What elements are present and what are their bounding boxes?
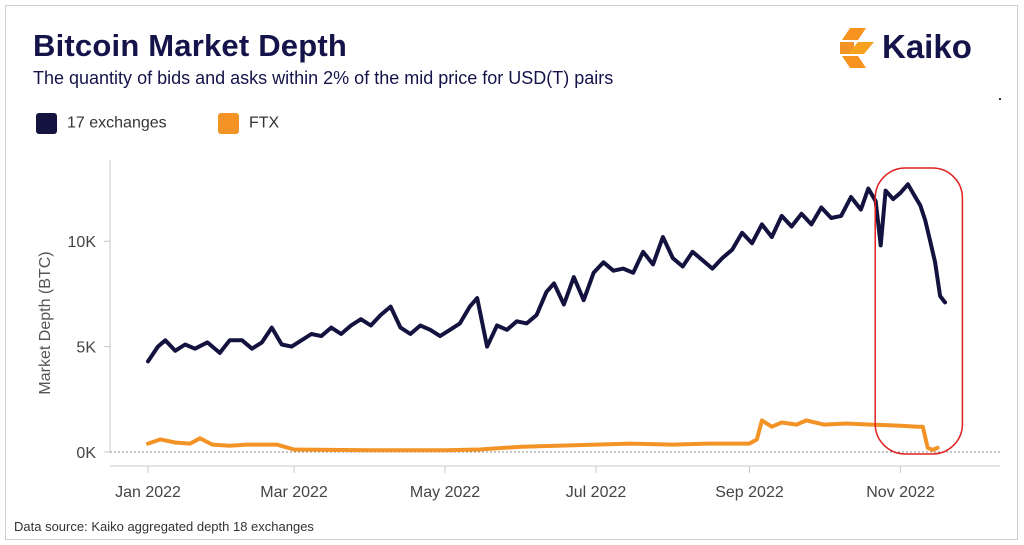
x-tick-label: Sep 2022 — [715, 484, 784, 501]
x-tick-label: Jan 2022 — [115, 484, 181, 501]
data-source-note: Data source: Kaiko aggregated depth 18 e… — [14, 519, 314, 534]
chart-title: Bitcoin Market Depth — [33, 28, 348, 63]
y-tick-label: 10K — [68, 234, 97, 251]
series-line-ftx — [146, 418, 940, 453]
legend-item-ftx[interactable]: FTX — [218, 113, 279, 134]
x-tick-label: Nov 2022 — [866, 484, 935, 501]
highlight-box — [874, 167, 964, 455]
series-line-17-exchanges — [146, 182, 947, 364]
kaiko-logo-text: Kaiko — [882, 28, 972, 65]
legend-item-17-exchanges[interactable]: 17 exchanges — [36, 113, 167, 134]
legend-swatch-ftx — [218, 113, 239, 134]
legend-swatch-17-exchanges — [36, 113, 57, 134]
x-tick-label: Jul 2022 — [566, 484, 627, 501]
legend-label-ftx: FTX — [249, 114, 280, 132]
chart-frame — [5, 5, 1018, 540]
y-tick-label: 5K — [76, 340, 96, 357]
x-tick-label: Mar 2022 — [260, 484, 328, 501]
y-tick-label: 0K — [76, 445, 96, 462]
chart-subtitle: The quantity of bids and asks within 2% … — [33, 68, 614, 88]
kaiko-logo: Kaiko — [838, 26, 998, 72]
y-axis-title: Market Depth (BTC) — [37, 251, 54, 394]
kaiko-logo-icon — [840, 28, 874, 68]
stray-dot — [999, 98, 1001, 100]
legend-label-17-exchanges: 17 exchanges — [67, 114, 167, 132]
x-tick-label: May 2022 — [410, 484, 480, 501]
